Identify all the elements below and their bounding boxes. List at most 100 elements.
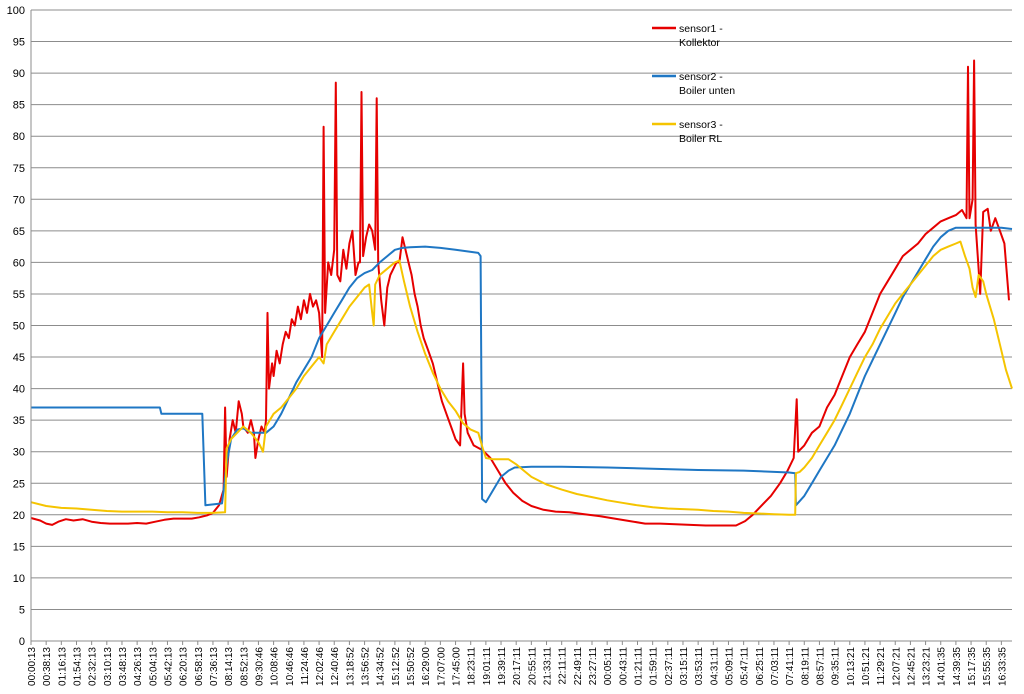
x-tick-label: 13:56:52 (361, 647, 372, 686)
x-tick-label: 08:14:13 (224, 647, 235, 686)
x-tick-label: 14:34:52 (376, 647, 387, 686)
legend-label-sensor1: sensor1 - (679, 23, 723, 35)
x-tick-label: 18:23:11 (467, 647, 478, 686)
x-tick-label: 02:37:11 (664, 647, 675, 686)
x-tick-label: 13:18:52 (345, 647, 356, 686)
y-tick-label: 35 (13, 415, 25, 427)
legend-label-sensor1: Kollektor (679, 37, 720, 49)
x-tick-label: 05:42:13 (163, 647, 174, 686)
series-line-sensor3 (30, 240, 1013, 516)
x-tick-label: 10:08:46 (270, 647, 281, 686)
x-tick-label: 19:39:11 (497, 647, 508, 686)
y-tick-label: 15 (13, 541, 25, 553)
x-tick-label: 00:05:11 (603, 647, 614, 686)
x-tick-label: 15:12:52 (391, 647, 402, 686)
x-tick-label: 00:38:13 (42, 647, 53, 686)
x-tick-label: 05:09:11 (724, 647, 735, 686)
x-tick-label: 01:21:11 (633, 647, 644, 686)
x-tick-label: 15:50:52 (406, 647, 417, 686)
x-tick-label: 08:19:11 (800, 647, 811, 686)
x-tick-label: 03:53:11 (694, 647, 705, 686)
y-tick-label: 10 (13, 573, 25, 585)
x-tick-label: 00:00:13 (27, 647, 38, 686)
x-tick-label: 22:11:11 (558, 647, 569, 685)
y-tick-label: 0 (19, 636, 25, 648)
x-tick-label: 20:17:11 (512, 647, 523, 686)
x-tick-label: 08:57:11 (815, 647, 826, 686)
x-tick-label: 16:33:35 (997, 647, 1008, 686)
x-tick-label: 09:30:46 (254, 647, 265, 686)
y-tick-label: 50 (13, 321, 25, 333)
y-tick-label: 40 (13, 384, 25, 396)
x-tick-label: 16:29:00 (421, 647, 432, 686)
x-tick-label: 05:47:11 (740, 647, 751, 686)
x-tick-label: 23:27:11 (588, 647, 599, 686)
legend-label-sensor2: sensor2 - (679, 71, 723, 83)
x-tick-label: 06:25:11 (755, 647, 766, 686)
x-tick-label: 12:45:21 (906, 647, 917, 686)
x-tick-label: 17:07:00 (436, 647, 447, 686)
x-tick-label: 00:43:11 (618, 647, 629, 686)
x-tick-label: 02:32:13 (88, 647, 99, 686)
y-tick-label: 5 (19, 604, 25, 616)
y-tick-label: 70 (13, 194, 25, 206)
x-tick-label: 01:59:11 (649, 647, 660, 686)
x-tick-label: 12:40:46 (330, 647, 341, 686)
y-tick-label: 20 (13, 510, 25, 522)
y-axis-tick-labels: 0 5 10 15 20 25 30 35 40 45 50 55 60 65 70 75 80 85 90 95 10… (7, 5, 25, 648)
x-tick-label: 07:41:11 (785, 647, 796, 686)
x-tick-label: 03:15:11 (679, 647, 690, 686)
x-tick-label: 11:24:46 (300, 647, 311, 686)
x-tick-label: 04:26:13 (133, 647, 144, 686)
x-tick-label: 03:10:13 (103, 647, 114, 686)
x-tick-label: 15:55:35 (982, 647, 993, 686)
y-tick-label: 60 (13, 257, 25, 269)
y-tick-label: 55 (13, 289, 25, 301)
x-tick-label: 10:13:21 (846, 647, 857, 686)
x-tick-label: 13:23:21 (922, 647, 933, 686)
x-tick-label: 09:35:11 (831, 647, 842, 686)
x-tick-label: 12:02:46 (315, 647, 326, 686)
x-tick-label: 01:54:13 (72, 647, 83, 686)
x-tick-label: 07:03:11 (770, 647, 781, 686)
x-tick-label: 04:31:11 (709, 647, 720, 686)
y-tick-label: 65 (13, 226, 25, 238)
x-tick-label: 20:55:11 (527, 647, 538, 686)
x-tick-label: 15:17:35 (967, 647, 978, 686)
series-line-sensor1 (30, 59, 1010, 527)
x-tick-label: 19:01:11 (482, 647, 493, 686)
legend-label-sensor3: Boiler RL (679, 133, 722, 145)
legend-label-sensor3: sensor3 - (679, 119, 723, 131)
series-line-sensor2 (31, 226, 1013, 507)
x-tick-label: 05:04:13 (148, 647, 159, 686)
y-tick-label: 95 (13, 37, 25, 49)
gridlines (31, 9, 1012, 642)
x-tick-label: 21:33:11 (543, 647, 554, 686)
y-tick-label: 80 (13, 131, 25, 143)
y-tick-label: 100 (7, 5, 25, 17)
x-axis-tick-labels: 00:00:13 00:38:13 01:16:13 01:54:13 02:32:13… (27, 647, 1008, 686)
series-lines (30, 59, 1013, 527)
x-tick-label: 03:48:13 (118, 647, 129, 686)
y-tick-label: 85 (13, 100, 25, 112)
y-tick-label: 90 (13, 68, 25, 80)
axes (30, 10, 1012, 645)
x-tick-label: 10:51:21 (861, 647, 872, 686)
x-tick-label: 11:29:21 (876, 647, 887, 686)
x-tick-label: 17:45:00 (452, 647, 463, 686)
x-tick-label: 08:52:13 (239, 647, 250, 686)
legend: sensor1 - Kollektor sensor2 - Boiler unten s… (652, 23, 735, 145)
x-tick-label: 22:49:11 (573, 647, 584, 686)
x-tick-label: 14:01:35 (937, 647, 948, 686)
x-tick-label: 01:16:13 (57, 647, 68, 686)
y-tick-label: 30 (13, 447, 25, 459)
y-tick-label: 75 (13, 163, 25, 175)
y-tick-label: 25 (13, 478, 25, 490)
y-tick-label: 45 (13, 352, 25, 364)
legend-label-sensor2: Boiler unten (679, 85, 735, 97)
x-tick-label: 14:39:35 (952, 647, 963, 686)
x-tick-label: 06:58:13 (194, 647, 205, 686)
x-tick-label: 06:20:13 (179, 647, 190, 686)
x-tick-label: 07:36:13 (209, 647, 220, 686)
